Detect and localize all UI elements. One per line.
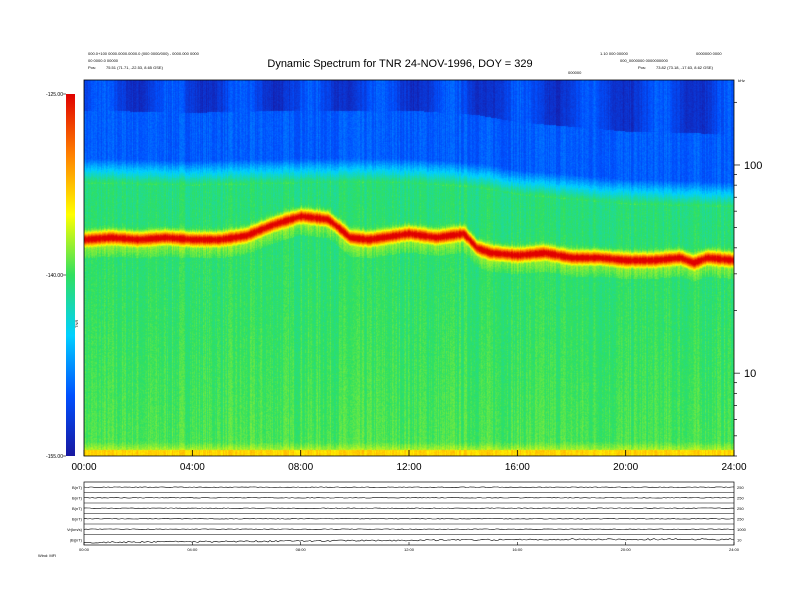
top-left-info-1: 000.0+100 0000.0000.0000.0 (000 0000/000… [88,51,199,56]
bottom-panel-label: B(nT) [72,516,83,521]
bottom-panel-trace [83,518,735,520]
top-right-info-1: 1.10 000 00000 [600,51,628,56]
bottom-panel-label: Vr(km/s) [67,527,83,532]
x-tick-label: 04:00 [180,462,205,473]
y-tick-label: 100 [744,160,762,172]
bottom-x-tick-label: 08:00 [296,547,307,552]
bottom-panel-label: |B|(nT) [70,537,83,542]
plot-frame [83,79,735,457]
y-tick-label: 10 [744,368,756,380]
top-right-pos-label: Pos: [638,65,647,70]
colorbar-tick-label: -155.00 [46,454,63,460]
x-tick-label: 12:00 [396,462,421,473]
colorbar-tick-label: -140.00 [46,273,63,279]
center-small-label: 000000 [568,70,582,75]
colorbar-label: TNR [74,320,79,328]
bottom-panel-right-tick: 10 [737,537,742,542]
bottom-panel-trace [83,486,735,488]
bottom-panel-trace [83,507,735,509]
colorbar [66,94,75,456]
top-right-info-3: 000_0000000 0000000000 [620,58,668,63]
x-tick-label: 00:00 [71,462,96,473]
bottom-panel-right-tick: 250 [737,495,744,500]
top-left-coords: 75.51 (71.71, -22.53, 8.65 GSE) [106,65,163,70]
bottom-panel-label: B(nT) [72,485,83,490]
bottom-panel-right-tick: 250 [737,516,744,521]
top-left-info-2: 00 0000.0 00000 [88,58,119,63]
top-right-coords: 73.82 (73.18, -17.63, 8.62 GSE) [656,65,713,70]
top-right-info-2: 0000000 0000 [696,51,722,56]
x-tick-label: 16:00 [505,462,530,473]
bottom-panel-trace [83,497,735,499]
top-left-pos-label: Pos: [88,65,97,70]
footer-left-label: Wind: MFI [38,553,56,558]
bottom-panel-right-tick: 1000 [737,527,747,532]
spectrogram-canvas [84,80,734,456]
bottom-x-tick-label: 20:00 [621,547,632,552]
y-axis-unit: kHz [738,78,745,83]
bottom-panel-label: B(nT) [72,495,83,500]
spectrogram [84,80,734,456]
x-tick-label: 20:00 [613,462,638,473]
bottom-x-tick-label: 04:00 [187,547,198,552]
colorbar-tick-label: -125.00 [46,92,63,98]
bottom-x-tick-label: 16:00 [512,547,523,552]
bottom-panel-label: B(nT) [72,506,83,511]
bottom-panel-trace [83,528,735,530]
bottom-x-tick-label: 00:00 [79,547,90,552]
bottom-panel-right-tick: 250 [737,485,744,490]
bottom-x-tick-label: 24:00 [729,547,740,552]
x-tick-label: 24:00 [721,462,746,473]
bottom-x-tick-label: 12:00 [404,547,415,552]
bottom-panel-right-tick: 250 [737,506,744,511]
x-tick-label: 08:00 [288,462,313,473]
chart-title: Dynamic Spectrum for TNR 24-NOV-1996, DO… [267,58,533,70]
